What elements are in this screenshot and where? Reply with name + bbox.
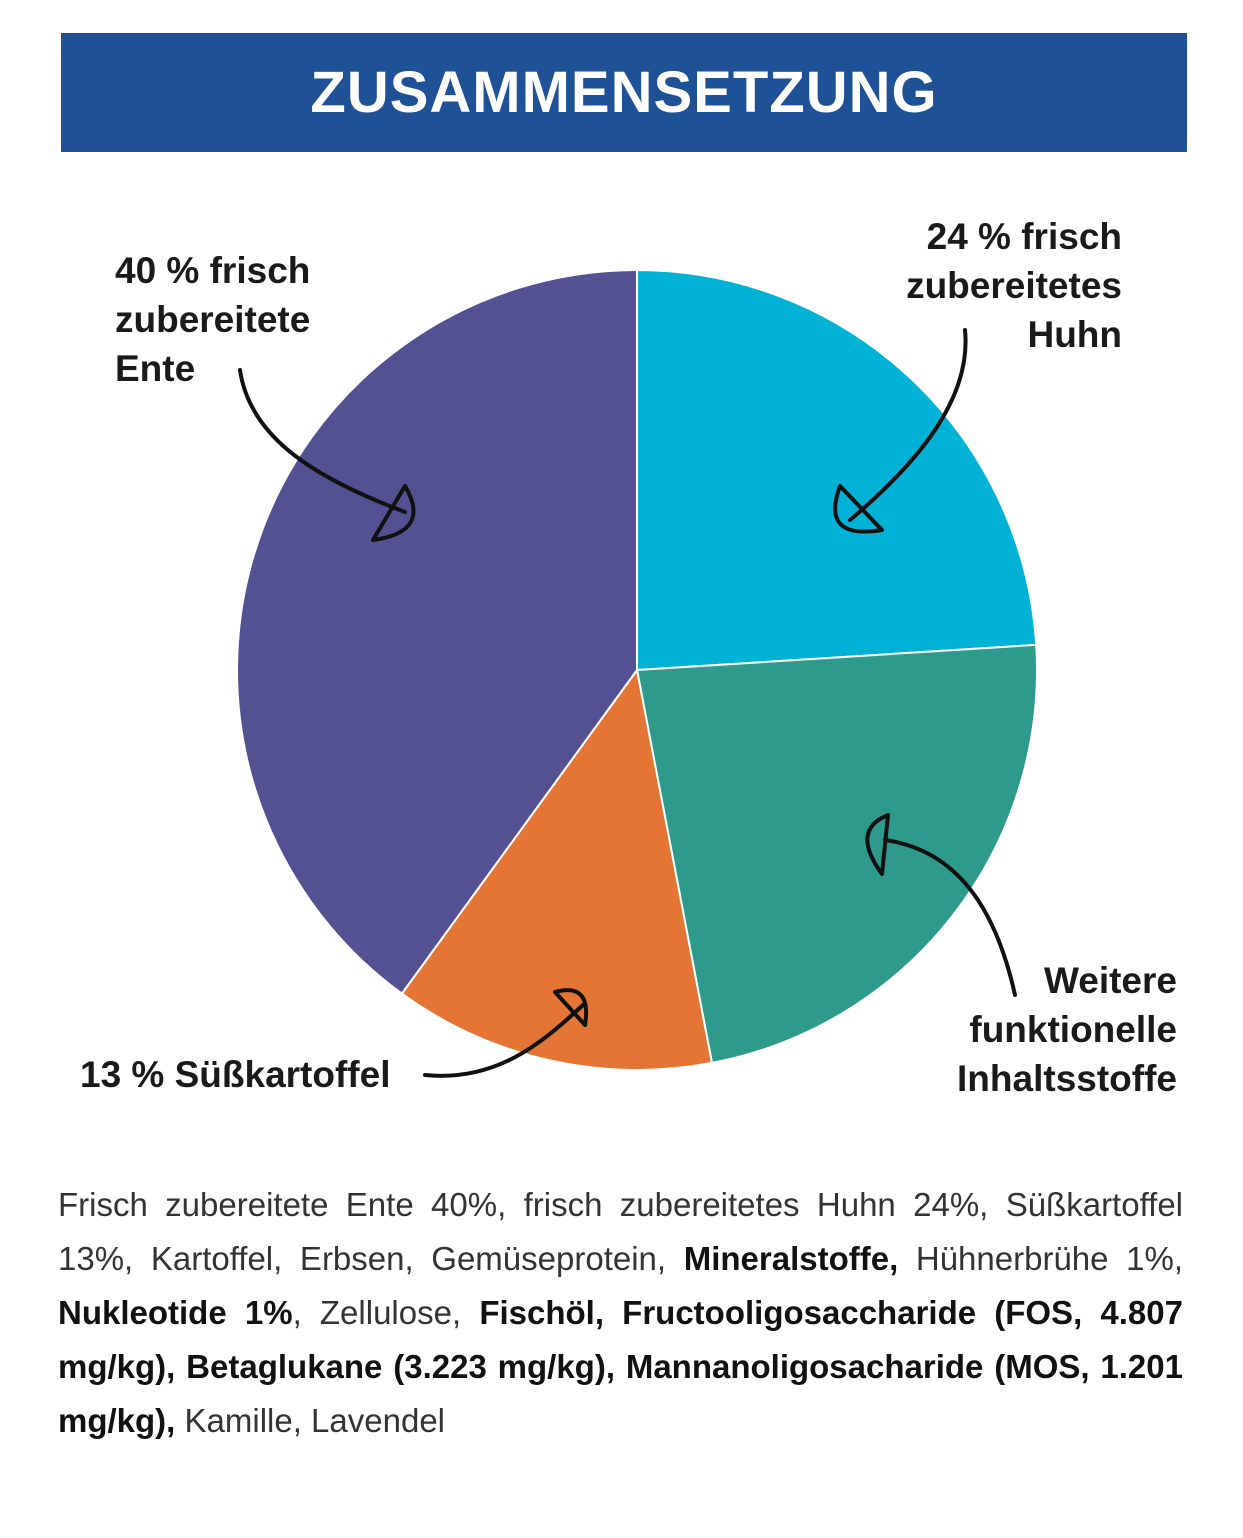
pie-slice	[400, 667, 714, 1071]
pie-slice	[636, 268, 1038, 672]
arrow-head	[833, 484, 884, 534]
arrow-head	[865, 813, 890, 876]
arrow	[848, 328, 968, 522]
ingredient-segment: Kamille, Lavendel	[175, 1402, 446, 1439]
ingredient-segment: Hühnerbrühe 1%,	[898, 1240, 1183, 1277]
ingredient-segment: Mineralstoffe,	[683, 1240, 899, 1277]
chart	[236, 268, 1038, 1078]
arrow	[883, 838, 1017, 997]
arrow-head	[371, 484, 416, 542]
arrow	[423, 1003, 585, 1078]
ingredient-segment: Frisch zubereitete Ente 40%, frisch zube…	[58, 1186, 1183, 1277]
arrow	[238, 368, 407, 514]
pie-slice	[635, 643, 1038, 1065]
slice-label: Weitere funktionelle Inhaltsstoffe	[957, 960, 1177, 1099]
ingredient-segment: Nukleotide 1%	[58, 1294, 293, 1331]
slice-label: 40 % frisch zubereitete Ente	[115, 250, 311, 389]
pie-slice	[236, 268, 638, 996]
ingredient-segment: , Zellulose,	[292, 1294, 480, 1331]
slice-label: 13 % Süßkartoffel	[80, 1054, 391, 1095]
arrow-head	[553, 988, 589, 1027]
header-title: ZUSAMMENSETZUNG	[61, 33, 1187, 152]
slice-label: 24 % frisch zubereitetes Huhn	[906, 216, 1122, 355]
ingredients-text: Frisch zubereitete Ente 40%, frisch zube…	[58, 1178, 1183, 1448]
ingredient-segment: Fischöl, Fructooligosaccharide (FOS, 4.8…	[58, 1294, 1183, 1439]
